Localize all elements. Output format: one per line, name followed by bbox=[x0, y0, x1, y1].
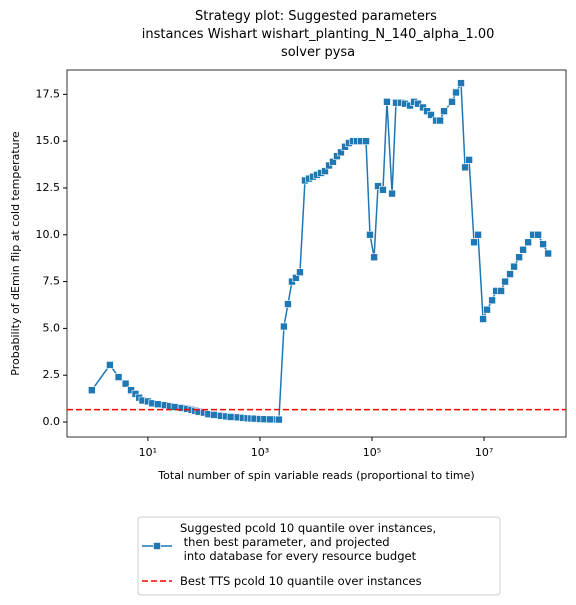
plot-frame bbox=[66, 69, 567, 438]
y-axis-label: Probability of dEmin flip at cold temper… bbox=[9, 131, 22, 376]
marker bbox=[534, 230, 542, 239]
marker bbox=[440, 107, 448, 115]
y-tick-label: 5.0 bbox=[43, 321, 61, 334]
marker bbox=[379, 186, 387, 194]
marker bbox=[452, 88, 460, 97]
y-tick-label: 0.0 bbox=[43, 415, 61, 428]
marker bbox=[506, 270, 514, 278]
marker bbox=[370, 253, 378, 262]
marker bbox=[524, 238, 532, 247]
y-tick-label: 12.5 bbox=[36, 181, 61, 194]
legend-label: Best TTS pcold 10 quantile over instance… bbox=[180, 574, 422, 588]
marker bbox=[544, 249, 552, 258]
y-tick-label: 15.0 bbox=[36, 134, 61, 147]
marker bbox=[461, 163, 469, 172]
marker bbox=[427, 111, 435, 119]
marker bbox=[465, 156, 473, 164]
x-tick-label: 10⁷ bbox=[475, 446, 493, 459]
marker bbox=[383, 98, 391, 106]
marker bbox=[515, 253, 523, 262]
marker bbox=[284, 300, 292, 308]
marker bbox=[209, 411, 218, 419]
x-tick-label: 10⁵ bbox=[363, 446, 381, 459]
marker bbox=[321, 167, 329, 175]
x-tick-label: 10³ bbox=[251, 446, 269, 459]
marker bbox=[483, 305, 491, 314]
marker bbox=[539, 240, 547, 248]
marker bbox=[388, 189, 396, 198]
marker bbox=[362, 137, 370, 145]
marker bbox=[292, 274, 300, 282]
marker bbox=[519, 245, 527, 254]
legend-marker bbox=[153, 542, 161, 550]
marker bbox=[497, 287, 505, 295]
marker bbox=[479, 315, 487, 323]
marker bbox=[275, 415, 283, 424]
legend-label: Suggested pcold 10 quantile over instanc… bbox=[180, 521, 437, 563]
marker bbox=[88, 386, 96, 394]
marker bbox=[457, 79, 465, 87]
marker bbox=[226, 413, 235, 421]
legend-box bbox=[137, 516, 501, 596]
x-tick-label: 10¹ bbox=[139, 446, 157, 459]
y-tick-label: 7.5 bbox=[43, 275, 61, 288]
y-tick-label: 10.0 bbox=[36, 228, 61, 241]
marker bbox=[436, 116, 444, 125]
marker bbox=[366, 230, 374, 239]
marker bbox=[501, 277, 509, 286]
marker bbox=[510, 262, 518, 271]
marker bbox=[114, 373, 123, 381]
marker bbox=[448, 98, 456, 106]
y-tick-label: 17.5 bbox=[36, 87, 61, 100]
marker bbox=[474, 230, 482, 239]
y-tick-label: 2.5 bbox=[43, 368, 61, 381]
series-line bbox=[91, 80, 549, 421]
marker bbox=[329, 157, 337, 166]
marker bbox=[337, 148, 345, 157]
marker bbox=[153, 400, 162, 409]
marker bbox=[470, 238, 478, 247]
marker bbox=[296, 268, 304, 277]
chart-title: Strategy plot: Suggested parameters inst… bbox=[141, 9, 495, 60]
marker bbox=[121, 379, 130, 388]
marker bbox=[106, 361, 114, 369]
marker bbox=[488, 296, 496, 305]
marker bbox=[266, 415, 274, 424]
x-axis-label: Total number of spin variable reads (pro… bbox=[157, 469, 474, 482]
marker bbox=[280, 322, 288, 331]
